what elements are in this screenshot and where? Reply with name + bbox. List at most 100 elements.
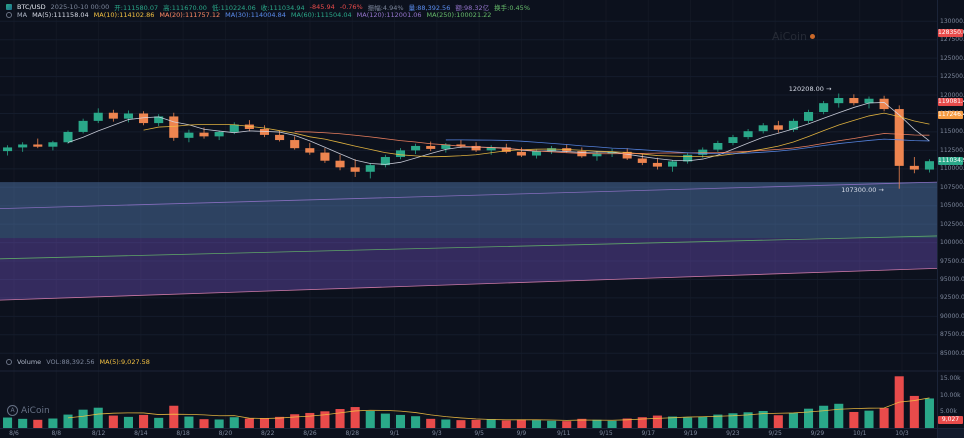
- candle-body: [804, 112, 814, 121]
- ma-value-token[interactable]: MA: [17, 11, 28, 19]
- price-badge: 117246.48: [938, 111, 964, 120]
- volume-bar: [849, 411, 859, 428]
- ma120-overlay-line[interactable]: [0, 181, 938, 210]
- candle-body: [834, 98, 844, 104]
- volume-bar: [214, 419, 224, 428]
- candle-body: [33, 144, 43, 147]
- candle-body: [123, 113, 133, 119]
- candle-body: [305, 148, 315, 153]
- volume-bar: [290, 414, 300, 428]
- volume-info-token: VOL:88,392.56: [46, 358, 95, 366]
- candle-body: [743, 131, 753, 138]
- volume-bar: [577, 418, 587, 428]
- volume-bar: [33, 419, 43, 428]
- ma-value-token[interactable]: MA(5):111158.04: [32, 11, 89, 19]
- symbol-info-token: 低:110224.06: [211, 4, 256, 12]
- ma30-line: [445, 138, 930, 155]
- volume-bar: [879, 408, 889, 428]
- volume-bar: [516, 419, 526, 428]
- candle-body: [471, 145, 481, 151]
- volume-bar: [909, 395, 919, 428]
- symbol-info-token: -845.94: [309, 3, 335, 11]
- volume-bar: [93, 407, 103, 428]
- volume-ma5-line: [67, 397, 930, 421]
- candle-body: [924, 161, 934, 170]
- aicoin-logo-icon: A: [7, 405, 18, 416]
- volume-bar: [622, 418, 632, 428]
- ma-value-token[interactable]: MA(120):112001.06: [356, 11, 422, 19]
- candle-body: [516, 151, 526, 156]
- ma-value-token[interactable]: MA(10):114102.86: [93, 11, 155, 19]
- volume-bar: [713, 414, 723, 428]
- volume-bar: [139, 414, 149, 428]
- symbol-info-bar: BTC/USD 2025-10-10 00:00 开:111580.07 高:1116…: [6, 2, 530, 12]
- volume-bar: [592, 419, 602, 428]
- corner-watermark: A AiCoin: [7, 405, 50, 416]
- volume-bar: [547, 420, 557, 428]
- volume-bar: [63, 414, 73, 428]
- volume-bar: [365, 410, 375, 428]
- watermark-corner-text: AiCoin: [21, 405, 50, 416]
- volume-bar: [184, 416, 194, 428]
- volume-bar: [426, 418, 436, 428]
- candle-body: [154, 116, 164, 124]
- symbol-info-token: 2025-10-10 00:00: [50, 3, 110, 11]
- candle-body: [3, 147, 13, 152]
- candle-body: [139, 113, 149, 124]
- volume-bar: [3, 417, 13, 428]
- volume-info-token: MA(5):9,027.58: [99, 358, 150, 366]
- ma-value-token[interactable]: MA(250):100021.22: [426, 11, 492, 19]
- price-badge: 119081.47: [938, 97, 964, 106]
- volume-bar: [244, 418, 254, 428]
- volume-bar: [804, 408, 814, 428]
- indicator-visibility-icon[interactable]: [6, 12, 12, 18]
- price-annotation: 120208.00 →: [788, 84, 832, 93]
- volume-bar: [229, 417, 239, 428]
- ma10-line: [143, 112, 930, 158]
- volume-bar: [471, 419, 481, 428]
- candle-body: [275, 134, 285, 141]
- volume-info-token: Volume: [17, 358, 42, 366]
- ma-value-token[interactable]: MA(20):111757.12: [159, 11, 221, 19]
- candle-body: [713, 143, 723, 150]
- volume-bar: [607, 420, 617, 428]
- candle-body: [48, 142, 58, 147]
- volume-visibility-icon[interactable]: [6, 359, 12, 365]
- volume-bar: [683, 417, 693, 428]
- candle-body: [290, 140, 300, 149]
- symbol-info-token: 额:98.32亿: [455, 4, 490, 12]
- volume-bar: [350, 407, 360, 428]
- volume-bar: [728, 413, 738, 428]
- support-zone-purple[interactable]: [0, 238, 937, 301]
- candle-body: [894, 109, 904, 166]
- trend-line[interactable]: [0, 268, 938, 301]
- candle-body: [819, 103, 829, 113]
- volume-bar: [531, 420, 542, 428]
- candle-body: [698, 149, 708, 155]
- ma250-overlay-line[interactable]: [0, 235, 938, 260]
- volume-bar: [667, 416, 678, 428]
- price-badge: 128350.00: [938, 29, 964, 38]
- volume-bar: [698, 416, 708, 428]
- volume-bar: [411, 416, 421, 428]
- volume-bar: [395, 414, 406, 428]
- volume-bar: [788, 412, 798, 428]
- candle-body: [199, 132, 209, 137]
- ma-value-token[interactable]: MA(60):111504.04: [290, 11, 352, 19]
- axis-corner-box[interactable]: [938, 429, 964, 438]
- candle-body: [849, 98, 859, 104]
- symbol-info-token: BTC/USD: [17, 3, 46, 11]
- volume-indicator-bar: Volume VOL:88,392.56 MA(5):9,027.58: [6, 358, 150, 366]
- candle-body: [864, 98, 874, 104]
- symbol-icon: [6, 4, 12, 10]
- support-zone-blue[interactable]: [0, 182, 937, 239]
- watermark-text: AiCoin: [772, 30, 808, 43]
- ma-value-token[interactable]: MA(30):114004.84: [225, 11, 286, 19]
- candle-body: [486, 147, 496, 151]
- symbol-info-token: -0.76%: [339, 3, 363, 11]
- candle-body: [93, 112, 103, 121]
- candle-body: [380, 157, 390, 166]
